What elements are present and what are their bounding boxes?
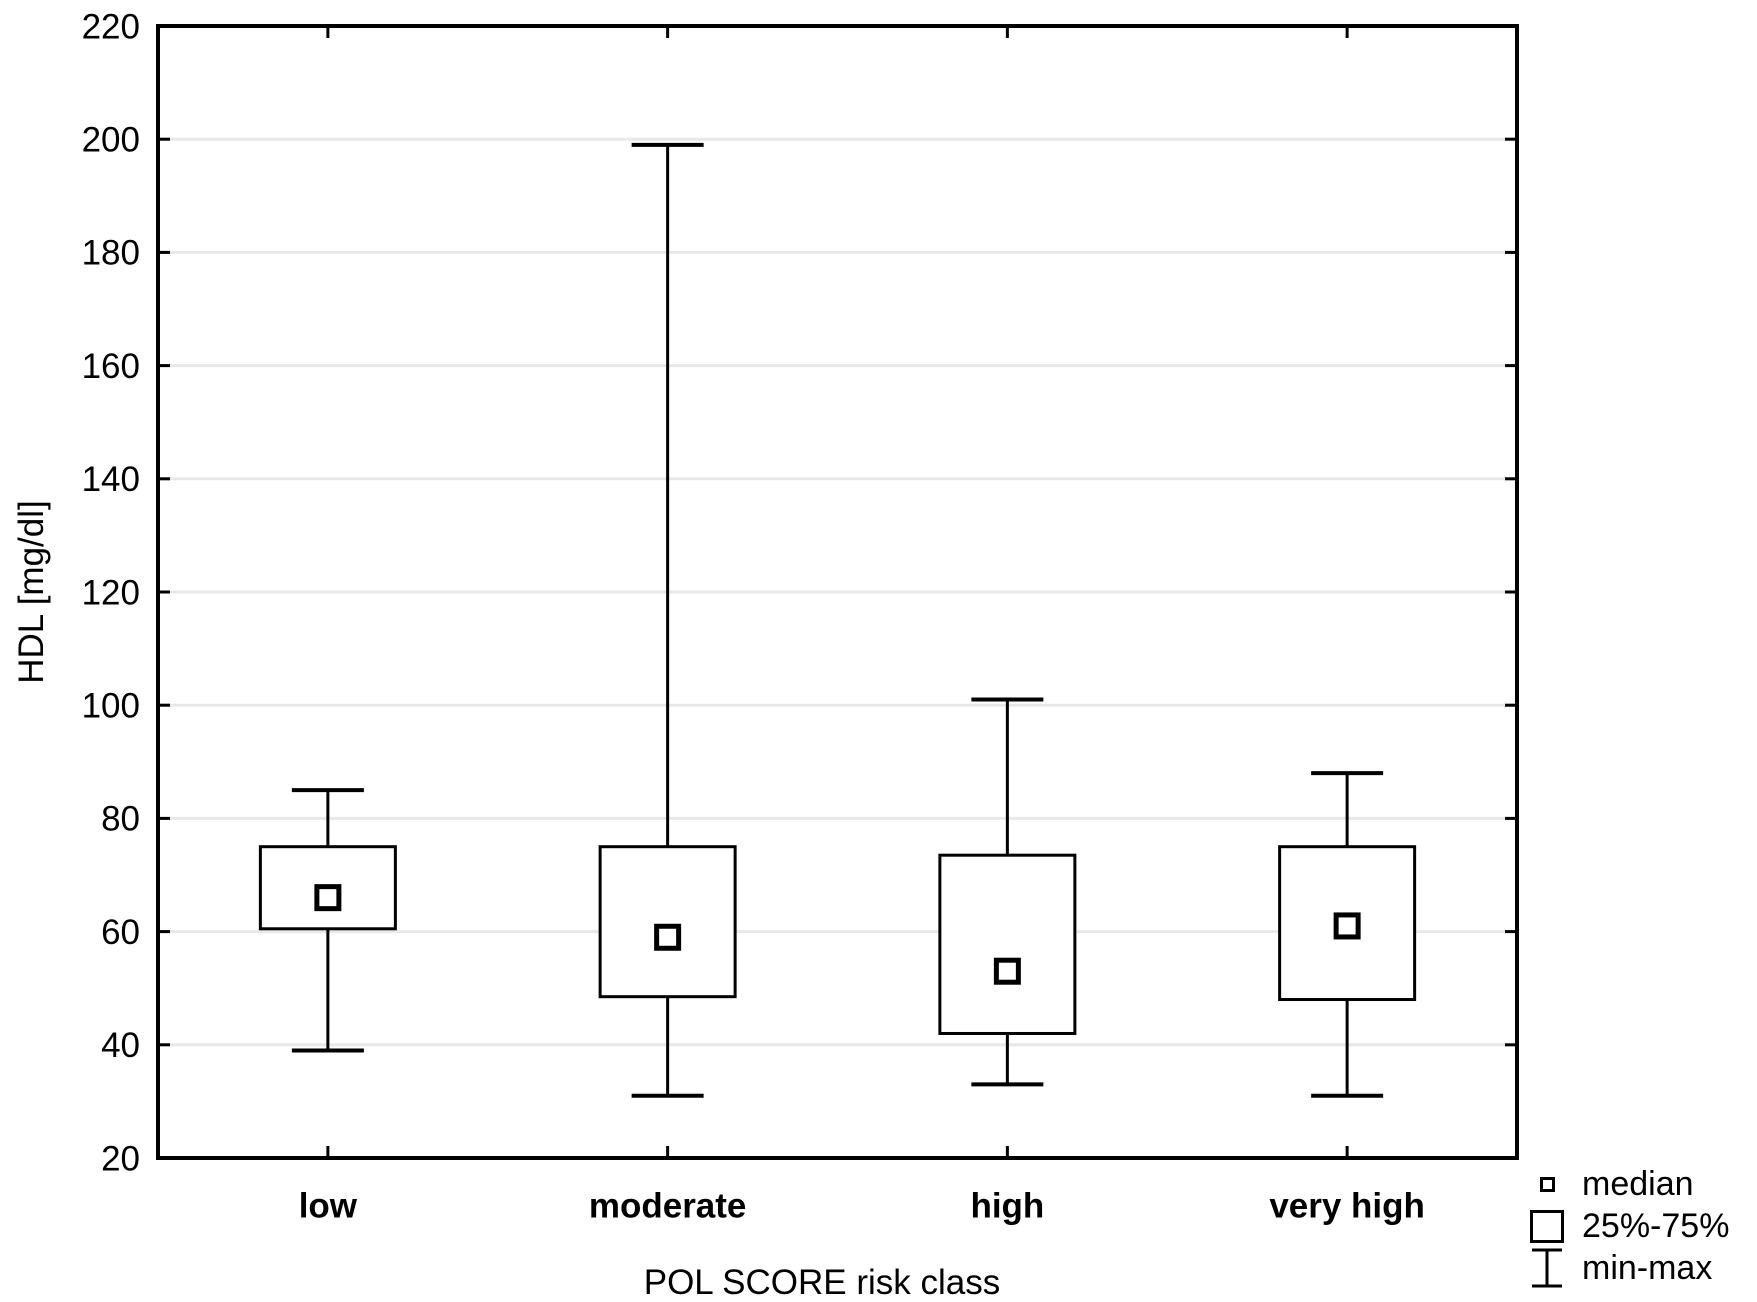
y-tick-label: 20 xyxy=(101,1139,140,1178)
iqr-box xyxy=(598,845,737,999)
category-label: moderate xyxy=(589,1186,747,1225)
y-tick-label: 120 xyxy=(82,573,140,612)
y-tick-label: 60 xyxy=(101,913,140,952)
median-marker-icon xyxy=(1524,1176,1570,1192)
median-marker xyxy=(993,957,1021,985)
category-label: low xyxy=(299,1186,358,1225)
box-icon xyxy=(1524,1209,1570,1243)
box-glyph xyxy=(1530,1209,1564,1243)
y-axis-title: HDL [mg/dl] xyxy=(12,500,51,684)
y-tick-label: 140 xyxy=(82,460,140,499)
legend-label-25-75: 25%-75% xyxy=(1582,1206,1730,1245)
y-tick-label: 160 xyxy=(82,347,140,386)
y-tick-label: 40 xyxy=(101,1026,140,1065)
plot-frame xyxy=(156,24,1519,1160)
category-label: very high xyxy=(1269,1186,1425,1225)
median-marker xyxy=(1333,912,1361,940)
y-tick-label: 200 xyxy=(82,120,140,159)
y-tick-label: 220 xyxy=(82,7,140,46)
category-label: high xyxy=(970,1186,1044,1225)
iqr-box xyxy=(938,853,1077,1035)
y-tick-label: 180 xyxy=(82,234,140,273)
whisker-icon xyxy=(1524,1247,1570,1289)
legend-row-median: median xyxy=(1524,1163,1729,1205)
legend-label-minmax: min-max xyxy=(1582,1248,1713,1287)
median-square-glyph xyxy=(1539,1176,1555,1192)
x-axis-title: POL SCORE risk class xyxy=(643,1263,1001,1302)
y-tick-label: 80 xyxy=(101,800,140,839)
median-marker xyxy=(654,923,682,951)
legend: median 25%-75% min-max xyxy=(1524,1163,1729,1289)
whisker-glyph xyxy=(1532,1248,1562,1288)
legend-row-box: 25%-75% xyxy=(1524,1205,1729,1247)
legend-label-median: median xyxy=(1582,1164,1694,1203)
median-marker xyxy=(314,884,342,912)
y-tick-label: 100 xyxy=(82,686,140,725)
legend-row-minmax: min-max xyxy=(1524,1247,1729,1289)
